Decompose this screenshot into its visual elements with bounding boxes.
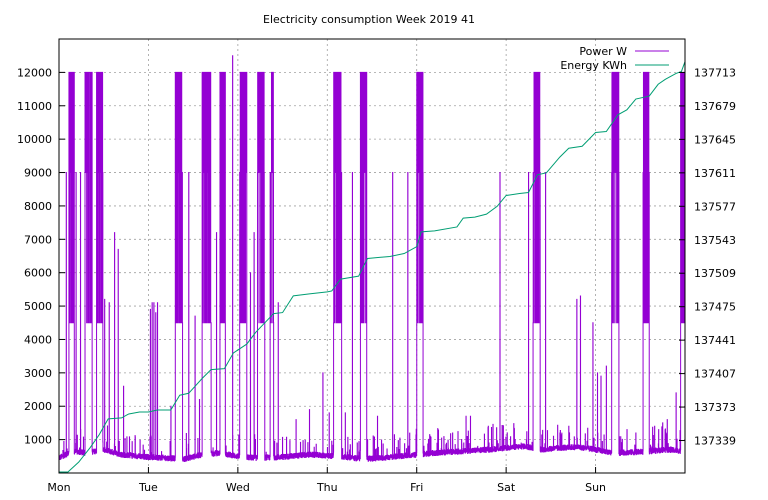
y-tick-label: 5000 bbox=[24, 300, 52, 313]
y2-tick-label: 137679 bbox=[694, 100, 736, 113]
grid-lines bbox=[59, 39, 685, 473]
y-tick-label: 11000 bbox=[17, 100, 52, 113]
y-tick-label: 3000 bbox=[24, 367, 52, 380]
y-tick-label: 9000 bbox=[24, 167, 52, 180]
legend-label-power: Power W bbox=[579, 45, 627, 58]
series-power-line bbox=[59, 55, 685, 462]
legend-label-energy: Energy KWh bbox=[560, 59, 627, 72]
x-tick-label: Wed bbox=[226, 481, 250, 494]
plot-area bbox=[59, 55, 685, 473]
y-tick-label: 10000 bbox=[17, 133, 52, 146]
y2-axis-labels: 137339 137373 137407 137441 137475 137509 1375… bbox=[694, 66, 736, 447]
x-tick-label: Sat bbox=[497, 481, 516, 494]
y2-tick-label: 137543 bbox=[694, 234, 736, 247]
y2-tick-label: 137407 bbox=[694, 368, 736, 381]
y2-tick-label: 137509 bbox=[694, 267, 736, 280]
y2-tick-label: 137475 bbox=[694, 301, 736, 314]
y-tick-label: 4000 bbox=[24, 333, 52, 346]
y-tick-label: 8000 bbox=[24, 200, 52, 213]
y2-tick-label: 137713 bbox=[694, 66, 736, 79]
x-tick-label: Thu bbox=[316, 481, 338, 494]
legend: Power W Energy KWh bbox=[560, 45, 669, 72]
y-tick-label: 1000 bbox=[24, 434, 52, 447]
series-energy-line bbox=[59, 61, 685, 473]
x-tick-label: Mon bbox=[47, 481, 70, 494]
axis-ticks bbox=[58, 71, 685, 473]
x-tick-label: Sun bbox=[585, 481, 606, 494]
y2-tick-label: 137373 bbox=[694, 401, 736, 414]
chart-title: Electricity consumption Week 2019 41 bbox=[263, 13, 475, 26]
y-tick-label: 6000 bbox=[24, 267, 52, 280]
y2-tick-label: 137611 bbox=[694, 167, 736, 180]
y2-tick-label: 137577 bbox=[694, 200, 736, 213]
y-tick-label: 12000 bbox=[17, 66, 52, 79]
y-axis-labels: 1000 2000 3000 4000 5000 6000 7000 8000 9000 1000… bbox=[17, 66, 52, 446]
y-tick-label: 7000 bbox=[24, 233, 52, 246]
plot-frame bbox=[58, 38, 686, 474]
y2-tick-label: 137645 bbox=[694, 133, 736, 146]
y2-tick-label: 137441 bbox=[694, 334, 736, 347]
x-tick-label: Fri bbox=[410, 481, 423, 494]
y-tick-label: 2000 bbox=[24, 400, 52, 413]
x-tick-label: Tue bbox=[138, 481, 158, 494]
y2-tick-label: 137339 bbox=[694, 435, 736, 448]
x-axis-labels: Mon Tue Wed Thu Fri Sat Sun bbox=[47, 481, 606, 494]
